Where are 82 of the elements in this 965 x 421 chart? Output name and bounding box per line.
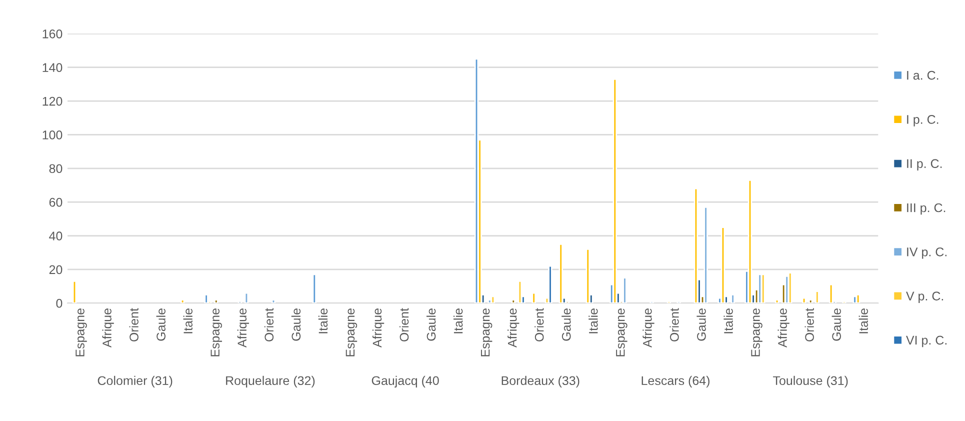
x-tick-label: Espagne [346,308,358,356]
y-tick-label: 100 [42,130,62,140]
x-tick-label: Afrique [642,308,654,348]
x-tick-label: Orient [534,308,544,342]
bar [214,299,218,304]
bar [856,294,860,304]
bar [788,272,792,304]
text: Bordeaux (33) [502,376,580,388]
legend-label: III p. C. [907,203,946,215]
x-tick-label: Orient [804,308,814,342]
x-tick-label: Italie [454,308,463,334]
legend-label: V p. C. [906,292,944,303]
x-tick-label: Italie [183,308,192,334]
text: Colomier (31) [98,376,172,388]
x-tick-label: Italie [858,308,868,334]
y-tick-label: 40 [49,232,62,240]
y-tick-label: 60 [49,198,62,207]
bar [612,78,617,304]
bar [586,248,590,304]
x-tick-label: Espagne [210,308,222,356]
x-tick-label: Afrique [237,308,250,348]
bar [730,294,735,304]
x-tick-label: Espagne [616,308,628,356]
x-tick-label: Espagne [480,308,492,356]
bar [244,292,249,304]
bar [852,296,857,304]
x-tick-label: Afrique [778,308,790,348]
x-tick-label: Espagne [751,308,762,356]
x-tick-label: Afrique [372,308,384,348]
text: Toulouse (31) [773,376,848,388]
legend-label: I a. C. [907,70,938,80]
x-tick-label: Orient [129,308,138,342]
y-tick-label: 80 [49,164,62,174]
bar [490,296,496,304]
bar [748,179,752,304]
legend-label: II p. C. [907,159,942,170]
legend-label: IV p. C. [907,247,946,259]
bar [180,299,185,304]
bar [72,280,77,304]
bar [622,277,627,304]
bar [271,299,276,304]
y-tick-label: 160 [42,29,62,38]
x-tick-label: Afrique [102,308,114,348]
bar [558,243,563,304]
bar [815,290,820,304]
bar [808,299,813,304]
text: Gaujacq (40 [372,376,439,388]
y-tick-label: 0 [56,298,62,308]
bar [704,206,708,304]
y-tick-label: 20 [49,265,62,274]
x-tick-label: Gaule [291,308,301,341]
x-tick-label: Italie [724,308,733,334]
text: Lescars (64) [642,376,710,388]
x-tick-label: Gaule [562,308,571,341]
x-tick-label: Gaule [832,308,841,341]
bar [548,265,552,304]
y-tick-label: 140 [42,63,62,72]
bar [312,274,316,304]
x-tick-label: Gaule [696,308,706,341]
x-tick-label: Espagne [76,308,87,356]
bar [532,292,536,304]
y-tick-label: 120 [42,96,62,106]
bar [488,299,492,304]
x-tick-label: Italie [318,308,328,334]
x-tick-label: Gaule [426,308,436,341]
x-tick-label: Afrique [508,308,520,348]
legend-label: VI p. C. [906,336,946,348]
text: Roquelaure (32) [226,376,315,388]
bar [204,294,208,304]
bar [761,274,766,304]
x-tick-label: Orient [264,308,274,342]
x-tick-label: Orient [399,308,409,342]
bar [720,226,726,304]
legend-label: I p. C. [907,115,938,126]
x-tick-label: Italie [588,308,598,334]
bar [802,297,806,304]
bar [694,188,698,304]
x-tick-label: Orient [670,308,679,342]
bar [828,284,834,304]
bar [511,299,516,304]
x-tick-label: Gaule [156,308,166,341]
bar [774,299,780,304]
